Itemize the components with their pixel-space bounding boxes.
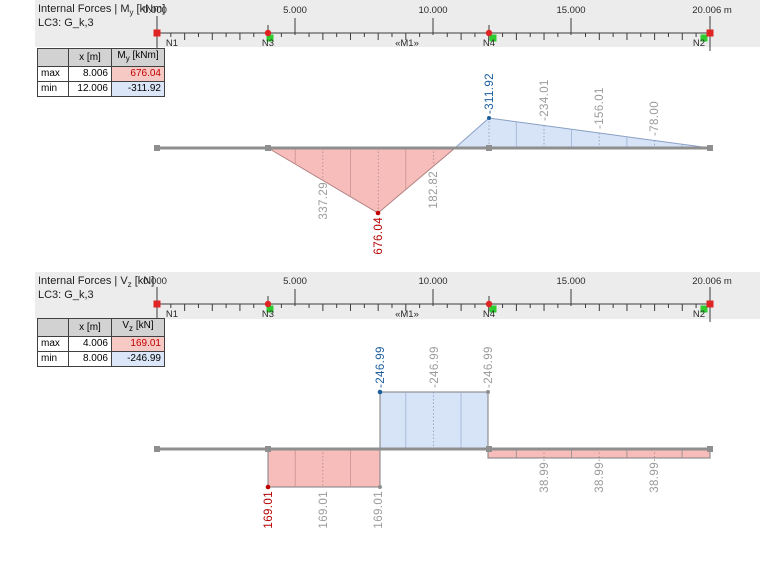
shear-panel-canvas: 0.000 5.000 10.000 15.000 20.006 m N1 N3… — [143, 276, 732, 529]
ruler-tick-label: 15.000 — [556, 5, 585, 16]
value-label: 169.01 — [373, 491, 385, 529]
node-marker — [485, 29, 493, 37]
shear-panel: Internal Forces | Vz [kN] LC3: G_k,3 0.0… — [0, 270, 760, 570]
node-label: N4 — [483, 38, 495, 49]
min-value-label: -246.99 — [375, 346, 387, 388]
col-value-header: My [kNm] — [111, 48, 165, 67]
ruler: 0.000 5.000 10.000 15.000 20.006 m N1 N3… — [143, 5, 732, 51]
member-label: «M1» — [395, 38, 419, 49]
beam-node — [707, 446, 713, 452]
min-value-label: -311.92 — [484, 73, 496, 114]
member-label: «M1» — [395, 309, 419, 320]
beam-node — [707, 145, 713, 151]
ruler-minor-ticks — [170, 33, 697, 40]
table-row-max: max 8.006 676.04 — [37, 66, 165, 82]
support-marker — [700, 305, 708, 313]
ruler-tick-label: 15.000 — [556, 276, 585, 287]
node-marker — [485, 300, 493, 308]
node-marker — [706, 29, 714, 37]
max-value-cell: 676.04 — [111, 66, 165, 82]
support-marker — [489, 34, 497, 42]
loadcase-label: LC3: G_k,3 — [38, 289, 94, 301]
table-row-min: min 12.006 -311.92 — [37, 81, 165, 97]
minmax-table: x [m] Vz [kN] max 4.006 169.01 min 8.006… — [37, 318, 165, 367]
node-marker — [264, 29, 272, 37]
ruler-tick-label: 5.000 — [283, 276, 307, 287]
table-row-max: max 4.006 169.01 — [37, 336, 165, 352]
min-value-cell: -311.92 — [111, 81, 165, 97]
panel-title: Internal Forces | Vz [kN] — [38, 275, 155, 290]
support-marker — [700, 34, 708, 42]
loadcase-label: LC3: G_k,3 — [38, 17, 94, 29]
node-marker — [153, 29, 161, 37]
beam-node — [154, 446, 160, 452]
node-label: N2 — [693, 38, 705, 49]
beam-node — [486, 145, 492, 151]
beam-node — [265, 446, 271, 452]
value-label: 38.99 — [539, 462, 551, 493]
node-marker — [706, 300, 714, 308]
negative-moment-area — [453, 117, 711, 149]
value-label: 38.99 — [649, 462, 661, 493]
positive-shear-block — [267, 448, 381, 488]
moment-diagram: 337.29 676.04 182.82 -311.92 -234.01 -15… — [154, 73, 713, 255]
node-label: N2 — [693, 309, 705, 320]
value-label: 38.99 — [594, 462, 606, 493]
table-header-row: x [m] My [kNm] — [37, 48, 165, 67]
beam-node — [265, 145, 271, 151]
ruler-tick-label: 5.000 — [283, 5, 307, 16]
col-x-header: x [m] — [68, 318, 112, 337]
ruler-tick-label: 0.000 — [143, 276, 167, 287]
support-marker — [266, 34, 274, 42]
moment-panel: Internal Forces | My [kNm] LC3: G_k,3 0.… — [0, 0, 760, 270]
ruler-tick-label: 10.000 — [418, 276, 447, 287]
min-point — [487, 116, 491, 120]
node-marker — [264, 300, 272, 308]
support-marker — [489, 305, 497, 313]
max-value-cell: 169.01 — [111, 336, 165, 352]
node-label: N4 — [483, 309, 495, 320]
value-label: 182.82 — [428, 171, 440, 209]
value-label: -246.99 — [429, 346, 441, 388]
node-marker — [153, 300, 161, 308]
max-point — [375, 210, 381, 216]
panel-title: Internal Forces | My [kNm] — [38, 3, 166, 18]
node-label: N1 — [166, 38, 178, 49]
max-value-label: 676.04 — [373, 217, 385, 255]
value-label: -156.01 — [594, 87, 606, 129]
value-label: 169.01 — [318, 491, 330, 529]
node-label: N3 — [262, 38, 274, 49]
min-point — [377, 389, 383, 395]
table-header-row: x [m] Vz [kN] — [37, 318, 165, 337]
shear-diagram: 169.01 169.01 169.01 -246.99 -246.99 -24… — [154, 346, 713, 529]
beam-node — [486, 446, 492, 452]
value-label: -246.99 — [483, 346, 495, 388]
max-value-label: 169.01 — [263, 491, 275, 529]
ruler-tick-label: 10.000 — [418, 5, 447, 16]
moment-panel-canvas: 0.000 5.000 10.000 15.000 20.006 m N1 N3… — [143, 5, 732, 255]
ruler-tick-label: 0.000 — [143, 5, 167, 16]
minmax-table: x [m] My [kNm] max 8.006 676.04 min 12.0… — [37, 48, 165, 97]
negative-shear-block — [379, 391, 489, 450]
table-row-min: min 8.006 -246.99 — [37, 351, 165, 367]
col-value-header: Vz [kN] — [111, 318, 165, 337]
positive-moment-area — [266, 147, 457, 214]
ruler: 0.000 5.000 10.000 15.000 20.006 m N1 N3… — [143, 276, 732, 322]
value-label: -234.01 — [539, 79, 551, 121]
beam-node — [154, 145, 160, 151]
node-label: N1 — [166, 309, 178, 320]
ruler-tick-label: 20.006 m — [692, 276, 732, 287]
min-value-cell: -246.99 — [111, 351, 165, 367]
value-label: -78.00 — [649, 101, 661, 136]
ruler-tick-label: 20.006 m — [692, 5, 732, 16]
max-point — [265, 484, 271, 490]
panel-header-band — [35, 272, 760, 319]
panel-header-band — [35, 0, 760, 47]
support-marker — [266, 305, 274, 313]
col-x-header: x [m] — [68, 48, 112, 67]
value-label: 337.29 — [318, 182, 330, 220]
node-label: N3 — [262, 309, 274, 320]
